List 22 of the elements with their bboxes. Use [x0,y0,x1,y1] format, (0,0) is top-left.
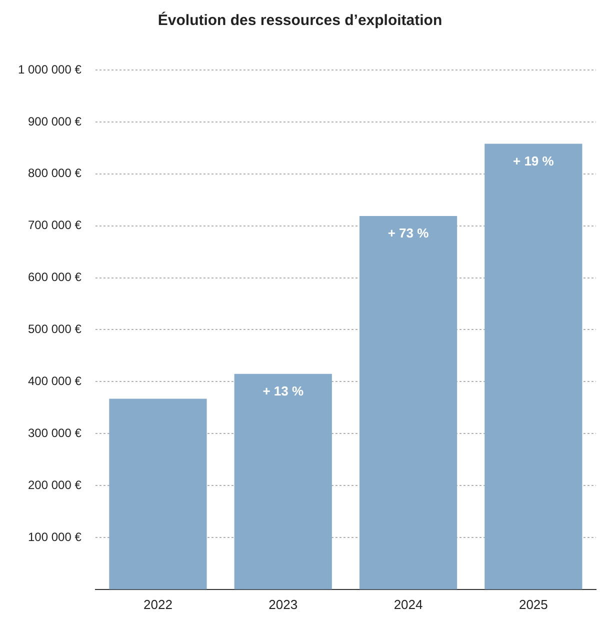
x-tick-label: 2025 [518,596,548,612]
x-tick-label: 2024 [394,596,423,612]
x-tick-label: 2022 [144,596,172,612]
y-tick-label: 500 000 € [28,322,82,336]
y-tick-label: 100 000 € [28,530,82,544]
x-tick-label: 2023 [268,596,298,612]
y-tick-label: 200 000 € [28,478,82,492]
annotation: + 13 % [262,383,304,398]
bar [484,144,582,590]
y-tick-label: 1 000 000 € [18,62,82,76]
y-tick-label: 600 000 € [28,270,82,284]
bar [109,398,207,590]
chart-title: Évolution des ressources d’exploitation [158,11,442,30]
y-tick-label: 300 000 € [28,426,82,440]
y-tick-label: 400 000 € [28,374,82,388]
y-tick-label: 900 000 € [28,114,82,128]
annotation: + 19 % [513,153,554,168]
annotation: + 73 % [388,226,430,241]
bar [359,216,458,590]
y-tick-label: 700 000 € [28,218,82,232]
y-tick-label: 800 000 € [28,166,82,180]
bar [234,374,332,590]
